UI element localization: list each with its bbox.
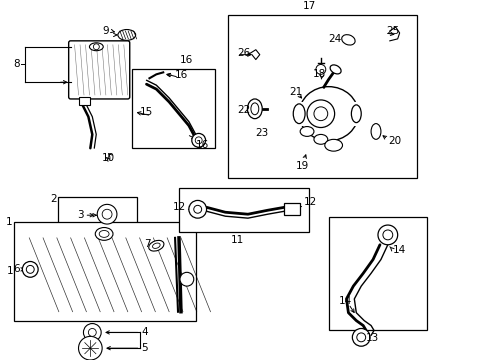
Text: 5: 5 <box>141 343 148 353</box>
Ellipse shape <box>313 134 327 144</box>
Circle shape <box>306 100 334 127</box>
Text: 16: 16 <box>179 55 192 66</box>
Bar <box>14 222 195 321</box>
Bar <box>79 97 90 105</box>
Text: 26: 26 <box>237 48 250 58</box>
Bar <box>58 198 136 247</box>
Bar <box>299 102 358 126</box>
Ellipse shape <box>341 35 354 45</box>
Circle shape <box>79 336 102 360</box>
Text: 23: 23 <box>254 129 267 139</box>
Ellipse shape <box>95 228 113 240</box>
Circle shape <box>83 324 101 341</box>
Bar <box>328 217 427 330</box>
Ellipse shape <box>99 230 109 237</box>
Circle shape <box>382 230 392 240</box>
Text: 14: 14 <box>392 245 405 255</box>
Text: 2: 2 <box>50 194 57 203</box>
Circle shape <box>193 205 201 213</box>
Ellipse shape <box>89 43 103 51</box>
Text: 10: 10 <box>102 153 115 163</box>
Text: 6: 6 <box>14 264 20 274</box>
Circle shape <box>93 44 99 50</box>
Ellipse shape <box>351 105 361 123</box>
Bar <box>179 188 308 232</box>
Circle shape <box>377 225 397 245</box>
Ellipse shape <box>293 104 305 123</box>
Bar <box>228 15 417 178</box>
Text: 20: 20 <box>387 136 400 146</box>
Ellipse shape <box>152 243 160 248</box>
Ellipse shape <box>329 65 341 74</box>
Text: 12: 12 <box>304 197 317 207</box>
Text: 7: 7 <box>144 239 151 249</box>
Circle shape <box>97 204 117 224</box>
Circle shape <box>315 64 325 74</box>
Text: 22: 22 <box>237 105 250 115</box>
Text: 3: 3 <box>78 210 84 220</box>
Circle shape <box>22 261 38 277</box>
Circle shape <box>195 137 202 144</box>
Circle shape <box>188 201 206 218</box>
Text: 25: 25 <box>385 26 398 36</box>
Text: 13: 13 <box>365 333 378 343</box>
Text: 16: 16 <box>195 140 208 150</box>
Bar <box>284 203 300 215</box>
Ellipse shape <box>370 123 380 139</box>
Text: 4: 4 <box>141 327 148 337</box>
Circle shape <box>26 265 34 273</box>
Circle shape <box>88 328 96 336</box>
Circle shape <box>180 272 193 286</box>
Ellipse shape <box>250 103 258 115</box>
Text: 11: 11 <box>230 235 243 245</box>
Circle shape <box>102 209 112 219</box>
Ellipse shape <box>247 99 262 119</box>
Circle shape <box>191 134 205 147</box>
Text: 18: 18 <box>312 69 325 79</box>
Ellipse shape <box>300 127 313 136</box>
Circle shape <box>352 328 369 346</box>
Text: 16: 16 <box>175 70 188 80</box>
Text: 12: 12 <box>172 202 185 212</box>
Text: 8: 8 <box>14 59 20 69</box>
FancyBboxPatch shape <box>68 41 129 99</box>
Text: 15: 15 <box>139 107 153 117</box>
Text: 14: 14 <box>338 296 351 306</box>
Bar <box>131 69 215 148</box>
Text: 17: 17 <box>302 1 315 11</box>
Text: 1: 1 <box>6 217 12 227</box>
Text: 21: 21 <box>289 87 302 97</box>
Bar <box>25 234 183 316</box>
Text: 19: 19 <box>295 161 308 171</box>
Ellipse shape <box>148 240 163 251</box>
Circle shape <box>356 333 365 342</box>
Text: 24: 24 <box>328 34 341 44</box>
Ellipse shape <box>118 30 135 40</box>
Ellipse shape <box>324 139 342 151</box>
Circle shape <box>313 107 327 121</box>
Text: 1: 1 <box>7 266 13 276</box>
Text: 9: 9 <box>102 26 108 36</box>
Ellipse shape <box>299 87 358 141</box>
